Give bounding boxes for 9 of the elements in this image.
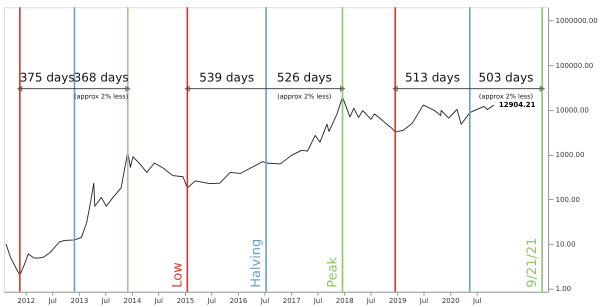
ref-line-label: Low (170, 262, 186, 288)
annotation: 513 days (405, 70, 460, 85)
annotation: 503 days (478, 70, 534, 85)
annotation: 539 days (199, 70, 254, 85)
annotation: 375 days (20, 70, 75, 85)
ref-line-label: Peak (326, 256, 341, 288)
ref-line-label: Halving (249, 238, 264, 288)
ref-line-label: 9/21/21 (525, 238, 540, 288)
annotation: 526 days (276, 70, 332, 85)
